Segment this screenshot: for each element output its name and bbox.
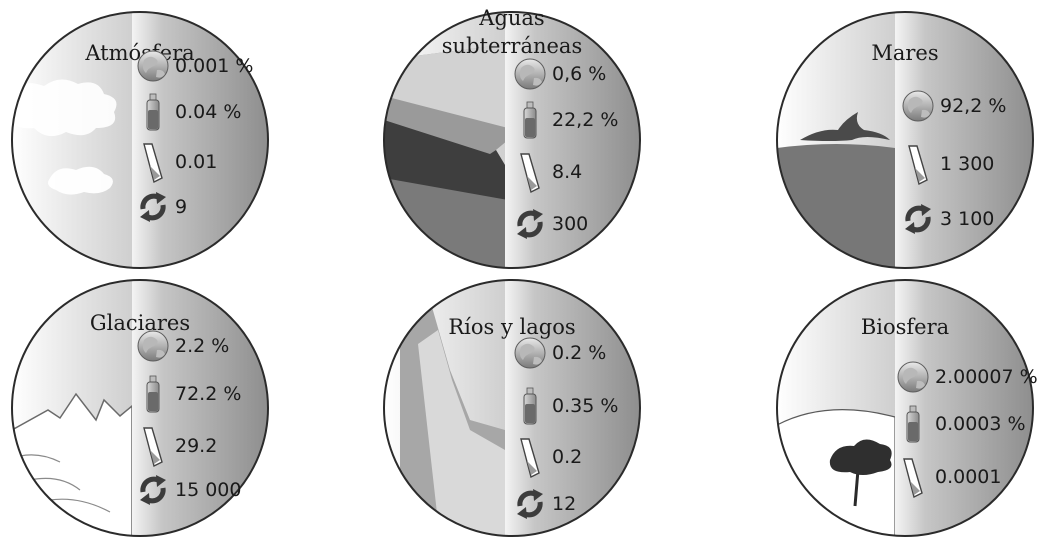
reservoir-illustration — [12, 79, 117, 195]
reservoir-value: 300 — [552, 213, 588, 235]
cycle-icon — [140, 475, 166, 505]
tube-icon — [520, 438, 540, 479]
reservoir-value: 0.01 — [175, 151, 217, 173]
reservoir-circle — [383, 279, 641, 537]
reservoir-value: 1 300 — [940, 153, 994, 175]
cycle-icon — [140, 192, 166, 222]
reservoir-illustration — [384, 44, 508, 268]
bottle-icon — [146, 93, 160, 131]
reservoir-value: 15 000 — [175, 479, 241, 501]
tube-icon — [143, 427, 163, 468]
globe-icon — [902, 90, 934, 122]
reservoir-circle — [11, 279, 269, 537]
reservoir-value: 0.2 % — [552, 342, 606, 364]
reservoir-value: 29.2 — [175, 435, 217, 457]
reservoir-value: 0,6 % — [552, 63, 606, 85]
tube-icon — [143, 143, 163, 184]
globe-icon — [514, 58, 546, 90]
reservoir-value: 22,2 % — [552, 109, 618, 131]
reservoir-biosfera: Biosfera 2.00007 % 0.0003 % 0.0001 — [776, 279, 1038, 537]
globe-icon — [137, 50, 169, 82]
reservoir-title: Aguas — [478, 6, 544, 30]
reservoir-aguas-subterraneas: Aguas subterráneas 0,6 % 22,2 % 8.4 300 — [383, 6, 641, 269]
cycle-icon — [517, 489, 543, 519]
reservoir-title: subterráneas — [442, 34, 582, 58]
reservoir-value: 72.2 % — [175, 383, 241, 405]
reservoir-title: Biosfera — [861, 315, 949, 339]
reservoir-value: 9 — [175, 196, 187, 218]
reservoir-value: 3 100 — [940, 208, 994, 230]
globe-icon — [514, 337, 546, 369]
reservoir-circle — [11, 11, 269, 269]
reservoir-value: 8.4 — [552, 161, 582, 183]
reservoir-title: Glaciares — [90, 311, 190, 335]
reservoir-value: 0.2 — [552, 446, 582, 468]
reservoir-circle — [383, 11, 641, 269]
reservoir-mares: Mares 92,2 % 1 300 3 100 — [776, 11, 1034, 269]
reservoir-value: 0.0003 % — [935, 413, 1026, 435]
reservoir-value: 0.0001 — [935, 466, 1001, 488]
reservoir-value: 2.2 % — [175, 335, 229, 357]
tube-icon — [903, 458, 923, 499]
cycle-icon — [517, 209, 543, 239]
tube-icon — [908, 145, 928, 186]
reservoir-value: 0.001 % — [175, 55, 254, 77]
globe-icon — [137, 330, 169, 362]
reservoir-circle — [776, 279, 1034, 537]
bottle-icon — [906, 405, 920, 443]
reservoir-value: 0.04 % — [175, 101, 241, 123]
bottle-icon — [523, 387, 537, 425]
reservoir-value: 12 — [552, 493, 576, 515]
tube-icon — [520, 153, 540, 194]
reservoir-value: 0.35 % — [552, 395, 618, 417]
reservoir-value: 92,2 % — [940, 95, 1006, 117]
reservoir-value: 2.00007 % — [935, 366, 1038, 388]
reservoir-illustration — [400, 300, 505, 536]
reservoir-circle — [776, 11, 1034, 269]
bottle-icon — [523, 101, 537, 139]
globe-icon — [897, 361, 929, 393]
reservoir-title: Mares — [871, 41, 938, 65]
cycle-icon — [905, 204, 931, 234]
reservoir-title: Ríos y lagos — [448, 315, 575, 339]
bottle-icon — [146, 375, 160, 413]
reservoir-rios-y-lagos: Ríos y lagos 0.2 % 0.35 % 0.2 12 — [383, 279, 641, 537]
